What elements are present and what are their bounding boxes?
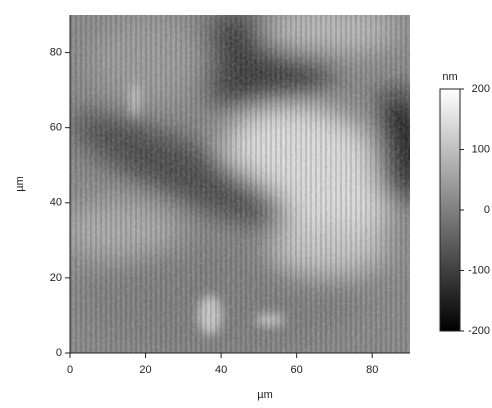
colorbar-tick-label: 200 (472, 83, 490, 95)
x-tick-label: 60 (291, 364, 303, 376)
y-axis-label: µm (14, 176, 26, 192)
x-tick-label: 0 (67, 364, 73, 376)
x-tick-label: 40 (215, 364, 227, 376)
y-tick-label: 20 (50, 272, 62, 284)
x-axis-label: µm (257, 389, 273, 401)
x-tick-label: 80 (366, 364, 378, 376)
y-tick-label: 0 (56, 347, 62, 359)
colorbar-tick-label: 100 (472, 143, 490, 155)
y-tick-label: 80 (50, 46, 62, 58)
colorbar-tick-label: -200 (468, 325, 490, 337)
afm-image (59, 5, 425, 355)
colorbar-tick-label: -100 (468, 264, 490, 276)
colorbar-tick-label: 0 (484, 204, 490, 216)
x-tick-label: 20 (139, 364, 151, 376)
chart: µm µm nm 0 20 40 60 80 0 20 40 60 80 -200 -100 0 100 2… (0, 0, 492, 403)
colorbar (440, 89, 460, 331)
colorbar-label: nm (442, 71, 457, 83)
y-tick-label: 60 (50, 122, 62, 134)
y-tick-label: 40 (50, 197, 62, 209)
